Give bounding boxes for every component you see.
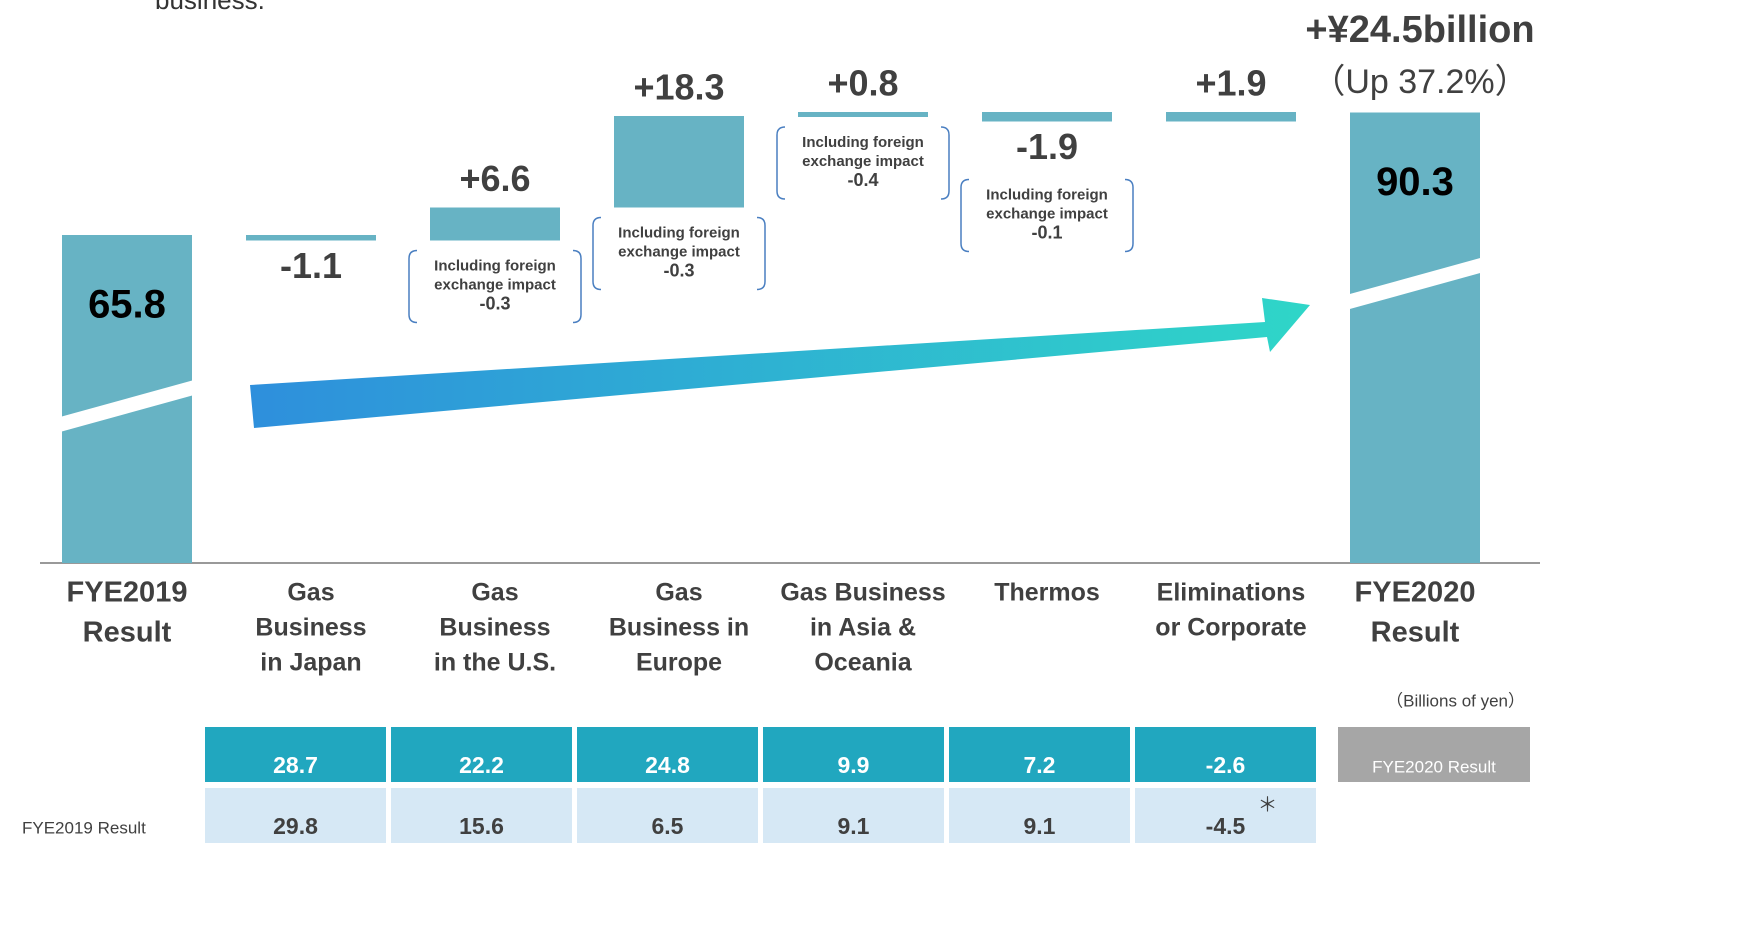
category-label: in the U.S. xyxy=(434,649,556,677)
value-label: 65.8 xyxy=(88,283,166,327)
category-label: Result xyxy=(83,617,172,649)
table-value: 7.2 xyxy=(1024,752,1056,778)
row-label: FYE2020 Result xyxy=(1372,757,1496,776)
value-label: +0.8 xyxy=(827,63,898,104)
fx-value: -0.4 xyxy=(847,170,878,190)
table-value: 22.2 xyxy=(459,752,504,778)
table-cell xyxy=(1135,788,1316,843)
table-cell xyxy=(763,788,944,843)
table-value: 15.6 xyxy=(459,813,504,839)
fx-note: exchange impact xyxy=(434,276,556,293)
table-value: 9.1 xyxy=(1024,813,1056,839)
fx-bracket xyxy=(408,249,418,324)
fx-note: Including foreign xyxy=(802,134,924,151)
fx-bracket xyxy=(756,216,766,291)
fx-bracket xyxy=(572,249,582,324)
category-label: in Asia & xyxy=(810,614,916,642)
table-cell xyxy=(763,727,944,782)
fx-note: Including foreign xyxy=(618,224,740,241)
total-bar xyxy=(1350,112,1480,563)
fx-value: -0.3 xyxy=(479,293,510,313)
table-cell xyxy=(577,788,758,843)
table-value: 24.8 xyxy=(645,752,690,778)
category-label: Gas Business xyxy=(780,579,945,607)
total-change: +¥24.5billion xyxy=(1305,9,1534,51)
table-value: 9.1 xyxy=(838,813,870,839)
value-label: +6.6 xyxy=(459,158,530,199)
category-label: Eliminations xyxy=(1157,579,1306,607)
category-label: in Japan xyxy=(260,649,361,677)
delta-bar xyxy=(246,235,376,241)
fx-note: exchange impact xyxy=(802,153,924,170)
table-cell xyxy=(949,788,1130,843)
table-cell xyxy=(1135,727,1316,782)
fx-bracket xyxy=(940,126,950,200)
fx-bracket xyxy=(1124,178,1134,253)
category-label: Oceania xyxy=(814,649,912,677)
category-label: or Corporate xyxy=(1155,614,1307,642)
delta-bar xyxy=(798,112,928,117)
delta-bar xyxy=(1166,112,1296,122)
fx-bracket xyxy=(960,178,970,253)
fx-bracket xyxy=(776,126,786,200)
axis-break xyxy=(60,380,194,432)
table-value: -4.5 xyxy=(1206,813,1246,839)
delta-bar xyxy=(614,116,744,208)
unit-label: （Billions of yen） xyxy=(1386,691,1525,710)
delta-bar xyxy=(430,207,560,241)
category-label: Europe xyxy=(636,649,722,677)
fx-bracket xyxy=(592,216,602,291)
category-label: Business xyxy=(439,614,550,642)
table-value: 28.7 xyxy=(273,752,318,778)
category-label: Gas xyxy=(471,579,518,607)
table-cell xyxy=(205,788,386,843)
table-value: -2.6 xyxy=(1206,752,1246,778)
category-label: FYE2019 xyxy=(67,577,188,609)
delta-bar xyxy=(982,112,1112,122)
fx-value: -0.3 xyxy=(663,260,694,280)
category-label: Result xyxy=(1371,617,1460,649)
category-label: Thermos xyxy=(994,579,1100,607)
value-label: +18.3 xyxy=(633,67,724,108)
axis-break xyxy=(1348,257,1482,310)
caption: business. xyxy=(155,0,265,15)
fx-note: exchange impact xyxy=(986,205,1108,222)
table-cell xyxy=(1338,727,1530,782)
table-note: ＊ xyxy=(1258,794,1278,816)
value-label: -1.9 xyxy=(1016,126,1078,167)
row-label: FYE2019 Result xyxy=(22,818,146,837)
category-label: Business xyxy=(255,614,366,642)
table-value: 9.9 xyxy=(838,752,870,778)
table-cell xyxy=(391,788,572,843)
value-label: 90.3 xyxy=(1376,160,1454,204)
fx-note: Including foreign xyxy=(434,257,556,274)
category-label: Gas xyxy=(655,579,702,607)
table-cell xyxy=(949,727,1130,782)
fx-value: -0.1 xyxy=(1031,222,1062,242)
value-label: +1.9 xyxy=(1195,63,1266,104)
category-label: FYE2020 xyxy=(1355,577,1476,609)
total-change-pct: （Up 37.2%） xyxy=(1311,63,1528,101)
fx-note: exchange impact xyxy=(618,243,740,260)
table-cell xyxy=(391,727,572,782)
value-label: -1.1 xyxy=(280,245,342,286)
table-value: 29.8 xyxy=(273,813,318,839)
table-cell xyxy=(577,727,758,782)
table-value: 6.5 xyxy=(652,813,684,839)
fx-note: Including foreign xyxy=(986,186,1108,203)
trend-arrow xyxy=(250,298,1310,428)
category-label: Gas xyxy=(287,579,334,607)
table-cell xyxy=(205,727,386,782)
category-label: Business in xyxy=(609,614,749,642)
